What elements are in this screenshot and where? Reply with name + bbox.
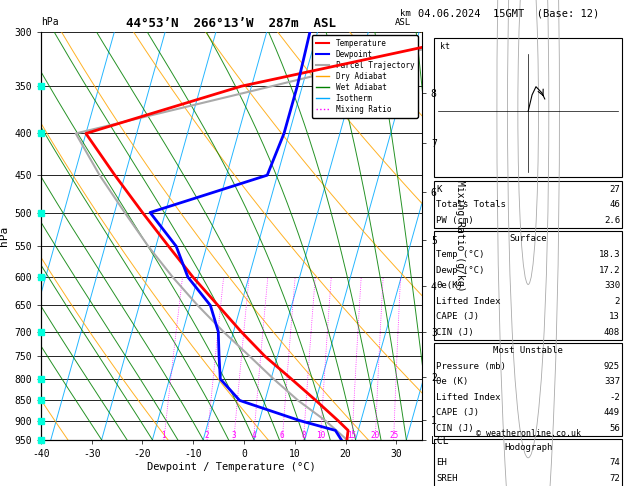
Text: CAPE (J): CAPE (J) <box>437 408 479 417</box>
Text: Lifted Index: Lifted Index <box>437 393 501 402</box>
Text: PW (cm): PW (cm) <box>437 216 474 225</box>
Text: EH: EH <box>437 458 447 467</box>
Text: © weatheronline.co.uk: © weatheronline.co.uk <box>476 429 581 438</box>
Text: Surface: Surface <box>509 234 547 243</box>
Text: 20: 20 <box>370 431 380 440</box>
Text: 408: 408 <box>604 328 620 336</box>
Text: 13: 13 <box>610 312 620 321</box>
Text: θe (K): θe (K) <box>437 377 469 386</box>
Text: Lifted Index: Lifted Index <box>437 296 501 306</box>
Text: θe(K): θe(K) <box>437 281 463 290</box>
Text: Dewp (°C): Dewp (°C) <box>437 265 485 275</box>
Text: CAPE (J): CAPE (J) <box>437 312 479 321</box>
Text: 330: 330 <box>604 281 620 290</box>
Text: Hodograph: Hodograph <box>504 443 552 451</box>
Text: CIN (J): CIN (J) <box>437 424 474 433</box>
Text: 74: 74 <box>610 458 620 467</box>
Text: 1: 1 <box>162 431 166 440</box>
Bar <box>435 231 622 340</box>
Text: 4: 4 <box>251 431 256 440</box>
Text: kt: kt <box>440 42 450 51</box>
Text: 3: 3 <box>231 431 236 440</box>
Text: 2: 2 <box>205 431 209 440</box>
Text: 04.06.2024  15GMT  (Base: 12): 04.06.2024 15GMT (Base: 12) <box>418 8 599 18</box>
Text: 2: 2 <box>615 296 620 306</box>
Text: -2: -2 <box>610 393 620 402</box>
Bar <box>435 439 622 486</box>
Text: hPa: hPa <box>41 17 58 27</box>
Title: 44°53’N  266°13’W  287m  ASL: 44°53’N 266°13’W 287m ASL <box>126 17 337 31</box>
Text: 2.6: 2.6 <box>604 216 620 225</box>
Bar <box>435 181 622 228</box>
Text: Most Unstable: Most Unstable <box>493 347 563 355</box>
Text: 6: 6 <box>280 431 285 440</box>
Text: 15: 15 <box>347 431 357 440</box>
X-axis label: Dewpoint / Temperature (°C): Dewpoint / Temperature (°C) <box>147 462 316 471</box>
Bar <box>435 38 622 176</box>
Text: K: K <box>437 185 442 193</box>
Text: 18.3: 18.3 <box>599 250 620 259</box>
Text: 449: 449 <box>604 408 620 417</box>
Text: 46: 46 <box>610 200 620 209</box>
Text: 10: 10 <box>316 431 325 440</box>
Y-axis label: Mixing Ratio (g/kg): Mixing Ratio (g/kg) <box>455 180 465 292</box>
Text: Temp (°C): Temp (°C) <box>437 250 485 259</box>
Text: 337: 337 <box>604 377 620 386</box>
Text: 25: 25 <box>389 431 398 440</box>
Text: 925: 925 <box>604 362 620 371</box>
Text: 27: 27 <box>610 185 620 193</box>
Text: 8: 8 <box>301 431 306 440</box>
Text: 17.2: 17.2 <box>599 265 620 275</box>
Text: CIN (J): CIN (J) <box>437 328 474 336</box>
Text: 56: 56 <box>610 424 620 433</box>
Text: SREH: SREH <box>437 474 458 483</box>
Legend: Temperature, Dewpoint, Parcel Trajectory, Dry Adiabat, Wet Adiabat, Isotherm, Mi: Temperature, Dewpoint, Parcel Trajectory… <box>312 35 418 118</box>
Text: Pressure (mb): Pressure (mb) <box>437 362 506 371</box>
Text: 72: 72 <box>610 474 620 483</box>
Text: Totals Totals: Totals Totals <box>437 200 506 209</box>
Bar <box>435 343 622 436</box>
Y-axis label: hPa: hPa <box>0 226 9 246</box>
Text: km
ASL: km ASL <box>394 9 411 27</box>
